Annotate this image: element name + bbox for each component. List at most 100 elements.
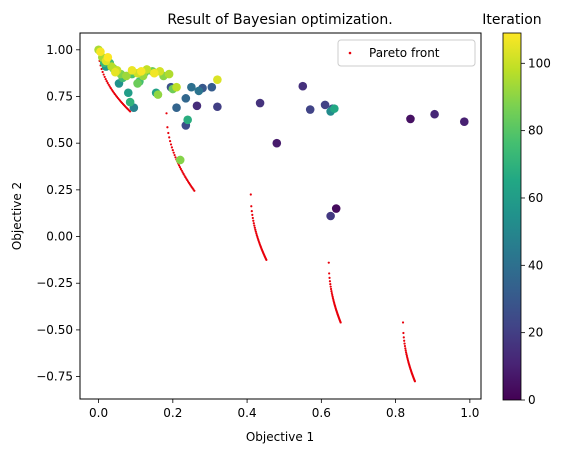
y-tick-label: 0.25 xyxy=(46,183,73,197)
x-tick-label: 1.0 xyxy=(460,406,479,420)
sample-point xyxy=(133,79,142,88)
sample-point xyxy=(164,69,174,79)
pareto-point xyxy=(404,349,407,352)
sample-point xyxy=(305,105,315,114)
pareto-point xyxy=(171,149,174,152)
y-tick-label: 1.00 xyxy=(46,43,73,57)
pareto-point xyxy=(328,280,332,283)
pareto-point xyxy=(404,347,407,350)
sample-point xyxy=(183,115,192,125)
pareto-point xyxy=(129,110,132,113)
pareto-point xyxy=(105,80,108,83)
pareto-point xyxy=(254,230,257,233)
pareto-point xyxy=(251,216,254,220)
sample-point xyxy=(272,138,282,148)
plot-area xyxy=(80,33,481,399)
pareto-point xyxy=(174,156,177,159)
pareto-point xyxy=(413,380,417,383)
pareto-point xyxy=(255,234,258,237)
pareto-point xyxy=(402,336,405,339)
sample-point xyxy=(103,52,113,62)
pareto-point xyxy=(252,222,255,225)
colorbar-title: Iteration xyxy=(482,12,541,28)
pareto-point xyxy=(254,228,257,231)
pareto-point xyxy=(250,210,253,213)
x-tick-label: 0.6 xyxy=(312,406,331,420)
pareto-point xyxy=(329,287,333,291)
sample-point xyxy=(153,90,163,99)
sample-point xyxy=(172,82,181,92)
pareto-point xyxy=(403,339,406,342)
sample-point xyxy=(187,82,196,92)
sample-point xyxy=(96,47,105,56)
x-tick-label: 0.2 xyxy=(163,406,182,420)
pareto-point xyxy=(177,164,181,167)
pareto-point xyxy=(166,126,169,129)
chart-title: Result of Bayesian optimization. xyxy=(167,12,392,28)
colorbar-tick-label: 60 xyxy=(528,191,543,205)
pareto-point xyxy=(178,166,182,169)
sample-point xyxy=(127,66,137,75)
colorbar-tick-label: 20 xyxy=(528,326,543,340)
pareto-point xyxy=(170,146,174,149)
x-axis-label: Objective 1 xyxy=(246,430,314,444)
sample-point xyxy=(175,155,185,165)
pareto-point xyxy=(404,351,408,354)
colorbar-tick-label: 40 xyxy=(528,258,543,272)
pareto-point xyxy=(193,189,196,192)
sample-point xyxy=(326,211,335,221)
pareto-point xyxy=(109,87,112,90)
y-axis-label: Objective 2 xyxy=(10,182,24,250)
legend-marker xyxy=(348,51,352,55)
plot-frame xyxy=(79,32,482,400)
sample-point xyxy=(194,86,204,96)
pareto-point xyxy=(180,169,183,172)
colorbar xyxy=(502,32,522,401)
pareto-point xyxy=(104,77,107,81)
sample-point xyxy=(459,117,469,126)
pareto-point xyxy=(250,205,253,208)
pareto-point xyxy=(102,73,105,76)
sample-point xyxy=(298,81,308,91)
pareto-point xyxy=(339,321,342,324)
sample-point xyxy=(122,71,131,81)
sample-point xyxy=(110,67,120,77)
y-axis-ticks: −0.75 −0.50 −0.25 0.00 0.25 0.50 0.75 1.00 xyxy=(36,43,80,384)
pareto-point xyxy=(169,143,173,146)
legend: Pareto front xyxy=(337,39,476,67)
sample-point xyxy=(181,94,191,103)
pareto-point xyxy=(251,213,254,216)
y-tick-label: 0.00 xyxy=(46,230,73,244)
pareto-point xyxy=(328,276,331,279)
pareto-point xyxy=(331,293,334,296)
pareto-point xyxy=(328,272,331,275)
sample-point xyxy=(192,101,202,111)
pareto-point xyxy=(165,112,168,115)
pareto-point xyxy=(107,83,110,86)
sample-point xyxy=(172,103,181,112)
sample-point xyxy=(213,75,222,84)
sample-point xyxy=(430,109,439,119)
y-tick-label: 0.75 xyxy=(46,89,73,103)
colorbar-ticks: 0 20 40 60 80 100 xyxy=(521,56,551,407)
sample-point xyxy=(331,204,341,213)
pareto-point xyxy=(179,167,182,171)
legend-box xyxy=(337,39,476,67)
y-tick-label: −0.75 xyxy=(36,370,73,384)
pareto-point xyxy=(330,289,333,293)
pareto-point xyxy=(327,261,330,264)
sample-point xyxy=(213,102,222,112)
pareto-point xyxy=(329,285,332,288)
sample-point xyxy=(330,104,339,113)
pareto-point xyxy=(331,295,334,298)
sample-point xyxy=(406,114,415,124)
pareto-point xyxy=(252,219,255,222)
pareto-point xyxy=(401,321,405,324)
sample-point xyxy=(207,82,217,92)
pareto-point xyxy=(172,151,175,154)
pareto-point xyxy=(329,283,332,286)
pareto-point xyxy=(249,193,252,196)
pareto-point xyxy=(265,258,268,261)
sample-point xyxy=(125,97,135,107)
